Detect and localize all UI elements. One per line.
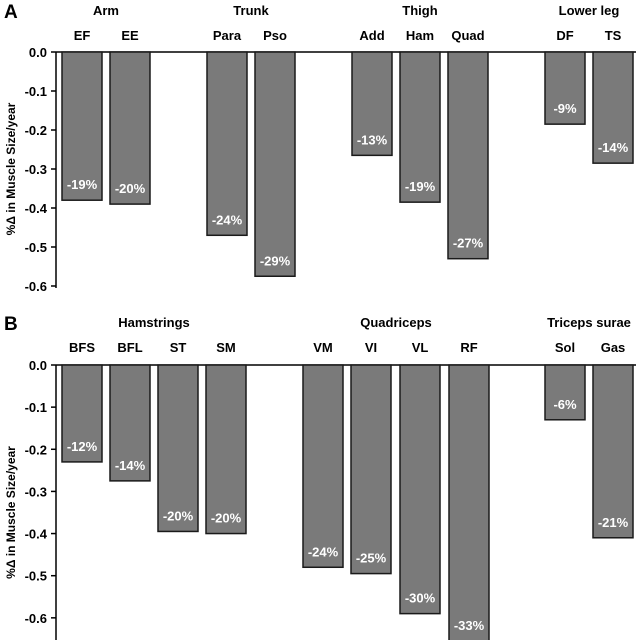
bar-value-label: -9% (553, 101, 577, 116)
bar-value-label: -21% (598, 515, 629, 530)
bar-value-label: -25% (356, 551, 387, 566)
group-header: Triceps surae (547, 315, 631, 330)
category-label: Sol (555, 340, 575, 355)
category-label: Add (359, 28, 384, 43)
bar-value-label: -30% (405, 591, 436, 606)
bar-value-label: -24% (308, 544, 339, 559)
bar-vm (302, 364, 344, 569)
category-label: BFL (117, 340, 142, 355)
y-tick-label: -0.2 (25, 123, 47, 138)
y-tick-label: -0.5 (25, 569, 47, 584)
y-tick-label: -0.5 (25, 240, 47, 255)
panel-a-chart: A 0.0 -0.1 -0.2 -0.3 -0.4 -0.5 -0.6 %Δ in Muscl… (4, 2, 636, 294)
bar-pso (254, 51, 296, 277)
bar-gas (592, 364, 634, 539)
bar-df (544, 51, 586, 125)
category-label: VL (412, 340, 429, 355)
category-label: VI (365, 340, 377, 355)
bar-value-label: -27% (453, 236, 484, 251)
bar-quad (447, 51, 489, 260)
category-label: DF (556, 28, 573, 43)
y-tick-label: -0.6 (25, 611, 47, 626)
y-tick-label: 0.0 (29, 45, 47, 60)
y-tick-label: -0.3 (25, 162, 47, 177)
group-header: Trunk (233, 3, 269, 18)
category-label: Pso (263, 28, 287, 43)
bar-value-label: -19% (67, 177, 98, 192)
y-axis-title: %Δ in Muscle Size/year (4, 446, 18, 579)
bar-bfs (61, 364, 103, 463)
y-tick-label: -0.1 (25, 84, 47, 99)
panel-b-chart: B 0.0-0.1-0.2-0.3-0.4-0.5-0.6-0.7%Δ in M… (4, 314, 636, 640)
bar-value-label: -13% (357, 132, 388, 147)
bar-st (157, 364, 199, 533)
bar-ts (592, 51, 634, 164)
bar-value-label: -20% (115, 181, 146, 196)
bar-value-label: -6% (553, 397, 577, 412)
bar-bfl (109, 364, 151, 482)
group-header: Hamstrings (118, 315, 190, 330)
bar-value-label: -29% (260, 253, 291, 268)
y-tick-label: -0.1 (25, 400, 47, 415)
category-label: Para (213, 28, 242, 43)
category-label: SM (216, 340, 236, 355)
group-header: Thigh (402, 3, 437, 18)
bar-value-label: -24% (212, 212, 243, 227)
y-tick-label: 0.0 (29, 358, 47, 373)
category-label: BFS (69, 340, 95, 355)
category-label: RF (460, 340, 477, 355)
y-tick-label: -0.2 (25, 442, 47, 457)
group-header: Lower leg (559, 3, 620, 18)
category-label: EF (74, 28, 91, 43)
bar-value-label: -14% (115, 458, 146, 473)
category-label: EE (121, 28, 139, 43)
bar-para (206, 51, 248, 237)
bar-value-label: -20% (211, 511, 242, 526)
panel-a-letter: A (4, 2, 18, 23)
bar-vl (399, 364, 441, 615)
category-label: Ham (406, 28, 434, 43)
bar-ham (399, 51, 441, 203)
bar-value-label: -12% (67, 439, 98, 454)
bar-add (351, 51, 393, 157)
bar-sol (544, 364, 586, 421)
bar-value-label: -19% (405, 179, 436, 194)
bar-value-label: -14% (598, 140, 629, 155)
y-tick-label: -0.6 (25, 279, 47, 294)
panel-b-letter: B (4, 314, 18, 335)
y-tick-label: -0.3 (25, 484, 47, 499)
group-header: Quadriceps (360, 315, 432, 330)
bar-value-label: -20% (163, 508, 194, 523)
bar-value-label: -33% (454, 618, 485, 633)
y-tick-label: -0.4 (25, 527, 48, 542)
bar-rf (448, 364, 490, 640)
category-label: TS (605, 28, 622, 43)
category-label: ST (170, 340, 187, 355)
group-header: Arm (93, 3, 119, 18)
category-label: Gas (601, 340, 626, 355)
bar-ee (109, 51, 151, 205)
category-label: Quad (451, 28, 484, 43)
category-label: VM (313, 340, 333, 355)
bar-sm (205, 364, 247, 535)
y-axis-title: %Δ in Muscle Size/year (4, 102, 18, 235)
bar-vi (350, 364, 392, 575)
y-tick-label: -0.4 (25, 201, 48, 216)
bar-ef (61, 51, 103, 201)
